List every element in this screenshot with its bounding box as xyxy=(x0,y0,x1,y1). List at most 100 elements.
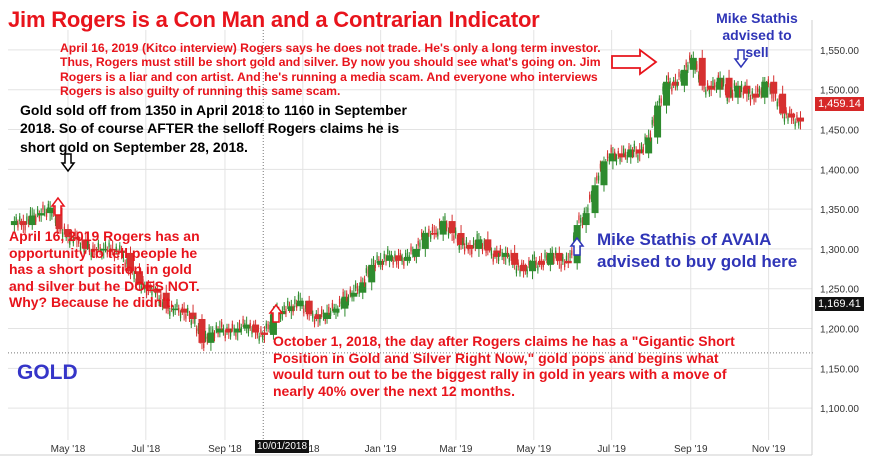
daily-candle-body xyxy=(465,240,468,245)
chart-gridlines xyxy=(8,30,815,440)
daily-candle-body xyxy=(742,90,744,96)
daily-candle-body xyxy=(419,242,421,248)
daily-candle-body xyxy=(394,253,396,259)
x-tick-label-5: Mar '19 xyxy=(439,444,472,455)
daily-candle-body xyxy=(347,297,350,303)
daily-candle-body xyxy=(642,147,644,152)
price-candle xyxy=(680,65,688,93)
daily-candle-body xyxy=(622,148,625,154)
daily-candle-body xyxy=(169,311,171,316)
daily-candle-body xyxy=(658,98,661,104)
daily-candle-body xyxy=(589,194,591,200)
daily-candle-body xyxy=(437,231,439,237)
daily-candle-body xyxy=(446,223,448,229)
daily-candle-body xyxy=(615,157,618,163)
daily-candle-body xyxy=(676,82,678,88)
daily-candle-body xyxy=(712,80,714,85)
daily-candle-body xyxy=(705,89,707,95)
daily-candle-body xyxy=(135,281,137,287)
daily-candle-body xyxy=(480,239,482,244)
daily-candle-body xyxy=(283,305,285,311)
daily-candle-body xyxy=(698,74,700,80)
daily-candle-body xyxy=(363,278,366,284)
daily-candle-body xyxy=(149,284,151,290)
price-candle xyxy=(368,258,376,291)
daily-candle-body xyxy=(381,262,384,267)
daily-candle-body xyxy=(733,83,736,89)
daily-candle-body xyxy=(628,146,630,152)
daily-candle-body xyxy=(501,252,503,257)
daily-candle-body xyxy=(131,266,133,272)
daily-candle-body xyxy=(726,96,728,101)
daily-candle-body xyxy=(101,251,103,257)
daily-candle-body xyxy=(614,151,616,157)
daily-candle-body xyxy=(387,249,389,255)
daily-candle-body xyxy=(689,55,691,61)
daily-candle-body xyxy=(47,203,49,209)
daily-candle-body xyxy=(776,101,778,107)
daily-candle-body xyxy=(372,259,375,265)
daily-candle-body xyxy=(233,327,235,333)
daily-candle-body xyxy=(749,97,752,103)
daily-candle-body xyxy=(756,87,759,93)
price-candle xyxy=(403,248,411,266)
annotation-arrows xyxy=(50,48,749,323)
daily-candle-body xyxy=(624,151,627,157)
daily-candle-body xyxy=(562,257,564,262)
daily-candle-body xyxy=(354,283,357,289)
daily-candle-body xyxy=(321,309,323,315)
daily-candle-body xyxy=(544,252,546,258)
y-tick-label-2: 1,200.00 xyxy=(820,325,859,336)
y-tick-label-3: 1,250.00 xyxy=(820,285,859,296)
daily-candle-body xyxy=(581,220,584,226)
daily-candle-body xyxy=(69,239,71,245)
daily-candle-body xyxy=(769,86,771,92)
daily-candle-body xyxy=(431,227,434,232)
daily-candle-body xyxy=(297,294,300,300)
daily-candle-body xyxy=(403,260,405,266)
daily-candle-body xyxy=(240,326,242,332)
daily-candle-body xyxy=(279,314,282,319)
daily-candle-body xyxy=(730,90,732,96)
daily-candle-body xyxy=(739,89,741,95)
daily-candle-body xyxy=(723,78,725,84)
daily-candle-body xyxy=(596,175,598,181)
price-candle xyxy=(636,143,644,162)
daily-candle-body xyxy=(560,263,562,269)
daily-candle-body xyxy=(653,118,655,124)
daily-candle-body xyxy=(126,259,128,264)
selloff-note: Gold sold off from 1350 in April 2018 to… xyxy=(20,102,407,155)
daily-candle-body xyxy=(56,227,58,232)
price-candle xyxy=(734,80,742,105)
daily-candle-body xyxy=(251,329,253,335)
daily-candle-body xyxy=(508,257,510,263)
price-candle xyxy=(591,177,599,218)
price-candle xyxy=(341,290,349,317)
daily-candle-body xyxy=(421,232,423,237)
daily-candle-body xyxy=(265,323,267,329)
daily-candle-body xyxy=(113,253,116,259)
daily-candle-body xyxy=(785,110,787,116)
daily-candle-body xyxy=(95,250,98,255)
price-candle xyxy=(395,248,403,269)
daily-candle-body xyxy=(151,290,153,296)
sell-advice-note: Mike Stathis advised to sell xyxy=(716,10,798,60)
y-tick-label-8: 1,500.00 xyxy=(820,86,859,97)
daily-candle-body xyxy=(140,285,142,291)
daily-candle-body xyxy=(599,163,602,169)
daily-candle-body xyxy=(249,322,251,328)
price-candle xyxy=(707,80,715,97)
daily-candle-body xyxy=(294,299,296,305)
daily-candle-body xyxy=(358,288,360,294)
daily-candle-body xyxy=(33,212,35,218)
daily-candle-body xyxy=(714,82,716,88)
daily-candle-body xyxy=(349,289,351,295)
daily-candle-body xyxy=(63,226,66,232)
daily-candle-body xyxy=(455,230,457,236)
y-tick-label-0: 1,100.00 xyxy=(820,404,859,415)
price-candle xyxy=(350,284,358,302)
daily-candle-body xyxy=(401,256,403,262)
daily-candle-body xyxy=(256,330,259,336)
daily-candle-body xyxy=(247,328,250,334)
